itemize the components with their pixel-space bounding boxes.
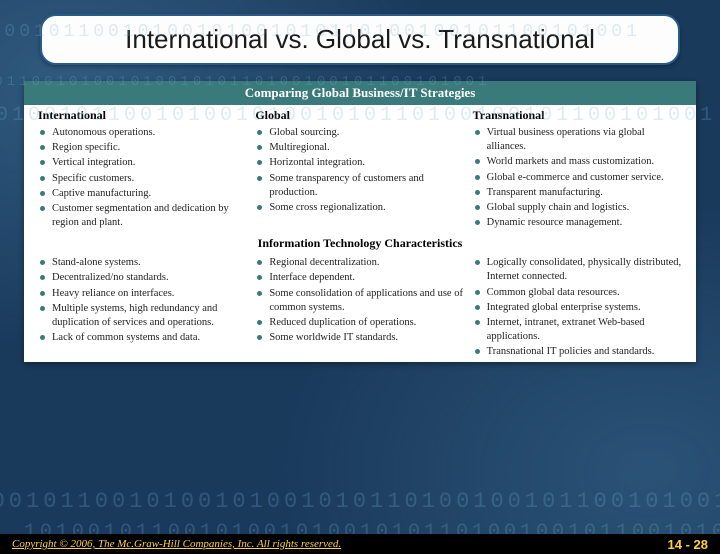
list-item: Specific customers. [40, 172, 247, 186]
it-global-list: Regional decentralization. Interface dep… [255, 256, 464, 345]
bg-digits: 1010010110010100101001010110100100101100… [0, 104, 716, 127]
list-item: Lack of common systems and data. [40, 331, 247, 345]
list-item: Some consolidation of applications and u… [257, 287, 464, 315]
it-row: Stand-alone systems. Decentralized/no st… [24, 253, 696, 362]
strategies-transnational-list: Virtual business operations via global a… [473, 126, 682, 230]
list-item: Global e-commerce and customer service. [475, 171, 682, 185]
list-item: Decentralized/no standards. [40, 271, 247, 285]
list-item: Stand-alone systems. [40, 256, 247, 270]
list-item: Internet, intranet, extranet Web-based a… [475, 316, 682, 344]
list-item: Reduced duplication of operations. [257, 316, 464, 330]
list-item: Interface dependent. [257, 271, 464, 285]
list-item: Horizontal integration. [257, 156, 464, 170]
list-item: Logically consolidated, physically distr… [475, 256, 682, 284]
list-item: Captive manufacturing. [40, 187, 247, 201]
bg-digits: 1010010110010100101001010110100100101100… [0, 489, 720, 514]
bg-digits: 1010010110010100101001010110100100101100… [0, 74, 490, 90]
list-item: Common global data resources. [475, 286, 682, 300]
list-item: Region specific. [40, 141, 247, 155]
list-item: Multiple systems, high redundancy and du… [40, 302, 247, 330]
list-item: Global sourcing. [257, 126, 464, 140]
bg-digits: 1010010110010100101001010110100100101100… [0, 22, 641, 42]
list-item: Customer segmentation and dedication by … [40, 202, 247, 230]
table-banner-it: Information Technology Characteristics [24, 233, 696, 253]
strategies-global-list: Global sourcing. Multiregional. Horizont… [255, 126, 464, 215]
list-item: Multiregional. [257, 141, 464, 155]
list-item: Transparent manufacturing. [475, 186, 682, 200]
it-transnational-list: Logically consolidated, physically distr… [473, 256, 682, 359]
list-item: Some transparency of customers and produ… [257, 172, 464, 200]
list-item: Regional decentralization. [257, 256, 464, 270]
list-item: Heavy reliance on interfaces. [40, 287, 247, 301]
slide-footer: Copyright © 2006, The Mc.Graw-Hill Compa… [0, 534, 720, 554]
list-item: World markets and mass customization. [475, 155, 682, 169]
list-item: Some worldwide IT standards. [257, 331, 464, 345]
list-item: Some cross regionalization. [257, 201, 464, 215]
list-item: Autonomous operations. [40, 126, 247, 140]
strategies-international-list: Autonomous operations. Region specific. … [38, 126, 247, 230]
page-number: 14 - 28 [668, 537, 708, 552]
list-item: Virtual business operations via global a… [475, 126, 682, 154]
it-international-list: Stand-alone systems. Decentralized/no st… [38, 256, 247, 345]
list-item: Dynamic resource management. [475, 216, 682, 230]
list-item: Integrated global enterprise systems. [475, 301, 682, 315]
list-item: Transnational IT policies and standards. [475, 345, 682, 359]
list-item: Vertical integration. [40, 156, 247, 170]
list-item: Global supply chain and logistics. [475, 201, 682, 215]
